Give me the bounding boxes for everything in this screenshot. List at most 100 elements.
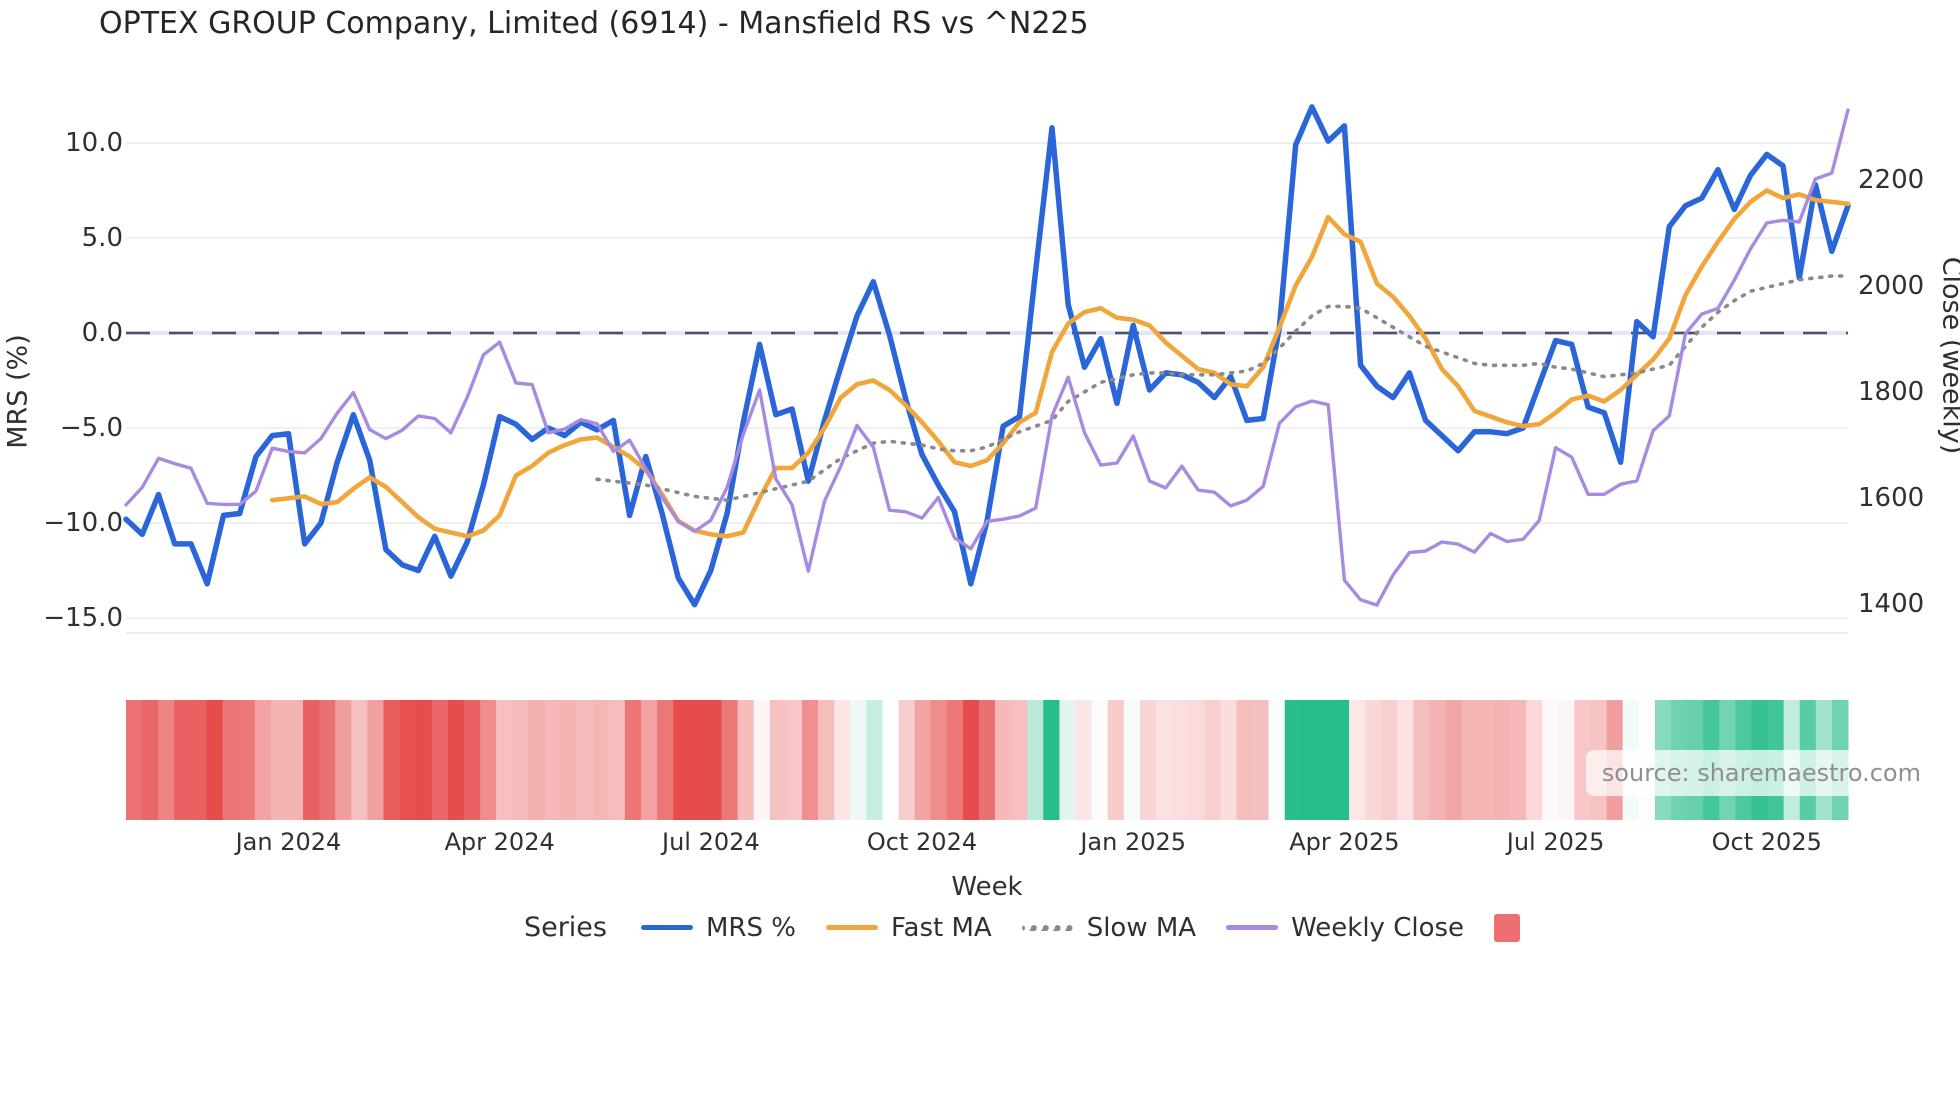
heatmap-cell (303, 700, 320, 820)
legend-item-mrs-: MRS % (640, 912, 796, 943)
heatmap-cell (882, 700, 899, 820)
heatmap-cell (174, 700, 191, 820)
legend-swatch-icon (640, 925, 693, 930)
heatmap-cell (190, 700, 207, 820)
legend-item-label: Slow MA (1086, 912, 1197, 943)
heatmap-cell (1172, 700, 1189, 820)
x-tick-label: Jul 2025 (1506, 828, 1605, 856)
heatmap-cell (415, 700, 433, 820)
heatmap-cell (1075, 700, 1093, 820)
heatmap-cell (1236, 700, 1254, 820)
legend-title: Series (523, 912, 607, 943)
heatmap-cell (1542, 700, 1559, 820)
legend-swatch-icon (825, 925, 878, 930)
heatmap-cell (608, 700, 626, 820)
heatmap-cell (1011, 700, 1028, 820)
heatmap-cell (1316, 700, 1334, 820)
legend-item-fast-ma: Fast MA (825, 913, 992, 943)
y-axis-right-title: Close (weekly) (1936, 256, 1960, 455)
y-right-tick-label: 2000 (1858, 271, 1925, 301)
source-watermark: source: sharemaestro.com (1585, 750, 1937, 796)
x-tick-label: Jan 2024 (235, 828, 342, 856)
heatmap-cell (335, 700, 352, 820)
x-tick-label: Apr 2024 (444, 828, 555, 856)
heatmap-cell (769, 700, 787, 820)
heatmap-cell (399, 700, 417, 820)
heatmap-cell (673, 700, 690, 820)
heatmap-cell (1333, 700, 1350, 820)
heatmap-cell (1043, 700, 1060, 820)
legend-item-label: Weekly Close (1291, 912, 1465, 943)
y-left-tick-label: −10.0 (43, 508, 123, 538)
series-line-fast-ma (269, 188, 1851, 539)
y-left-tick-label: −15.0 (43, 603, 123, 633)
heatmap-cell (544, 700, 562, 820)
heatmap-cell (721, 700, 739, 820)
series-line-mrs- (123, 104, 1851, 608)
heatmap-cell (319, 700, 336, 820)
heatmap-cell (238, 700, 256, 820)
heatmap-cell (1284, 700, 1302, 820)
heatmap-cell (930, 700, 948, 820)
heatmap-cell (624, 700, 642, 820)
heatmap-cell (1429, 700, 1447, 820)
heatmap-cell (1123, 700, 1141, 820)
heatmap-cell (351, 700, 368, 820)
heatmap-cell (995, 700, 1012, 820)
heatmap-cell (705, 700, 722, 820)
legend: Series MRS % Fast MA Slow MA Weekly Close (42, 912, 1960, 943)
heatmap-cell (914, 700, 932, 820)
y-right-tick-label: 1600 (1858, 483, 1925, 513)
heatmap-cell (1477, 700, 1495, 820)
heatmap-cell (785, 700, 803, 820)
heatmap-cell (1300, 700, 1318, 820)
x-tick-label: Oct 2024 (866, 828, 978, 856)
legend-swatch-icon (1226, 925, 1279, 930)
heatmap-cell (834, 700, 851, 820)
heatmap-cell (463, 700, 481, 820)
heatmap-cell (1027, 700, 1044, 820)
heatmap-cell (1220, 700, 1237, 820)
heatmap-cell (866, 700, 883, 820)
heatmap-cell (383, 700, 401, 820)
heatmap-cell (496, 700, 513, 820)
heatmap-cell (528, 700, 545, 820)
y-left-tick-label: 10.0 (65, 128, 123, 158)
heatmap-cell (657, 700, 674, 820)
x-tick-label: Jul 2024 (661, 828, 760, 856)
legend-heatmap-swatch-icon (1494, 913, 1521, 942)
heatmap-cell (1493, 700, 1511, 820)
heatmap-cell (737, 700, 755, 820)
heatmap-cell (431, 700, 449, 820)
heatmap-cell (1349, 700, 1366, 820)
heatmap-cell (512, 700, 529, 820)
y-right-tick-label: 1400 (1858, 589, 1925, 619)
legend-item-weekly-close: Weekly Close (1226, 913, 1464, 943)
heatmap-cell (1445, 700, 1463, 820)
heatmap-cell (962, 700, 980, 820)
heatmap-cell (1365, 700, 1382, 820)
heatmap-cell (480, 700, 497, 820)
heatmap-cell (1397, 700, 1414, 820)
x-tick-label: Apr 2025 (1289, 828, 1400, 856)
series-line-weekly-close (124, 108, 1850, 607)
heatmap-cell (576, 700, 594, 820)
legend-item-label: MRS % (705, 912, 796, 943)
heatmap-cell (1059, 700, 1077, 820)
y-right-tick-label: 1800 (1858, 377, 1925, 407)
heatmap-cell (254, 700, 272, 820)
heatmap-cell (689, 700, 706, 820)
y-left-tick-label: −5.0 (59, 413, 123, 443)
heatmap-cell (1188, 700, 1205, 820)
y-left-tick-label: 5.0 (81, 223, 123, 253)
heatmap-cell (753, 700, 771, 820)
heatmap-cell (1510, 700, 1527, 820)
heatmap-cell (898, 700, 916, 820)
heatmap-cell (447, 700, 465, 820)
heatmap-cell (1091, 700, 1109, 820)
legend-swatch-icon (1021, 924, 1074, 931)
heatmap-cell (1413, 700, 1431, 820)
heatmap-cell (1381, 700, 1398, 820)
